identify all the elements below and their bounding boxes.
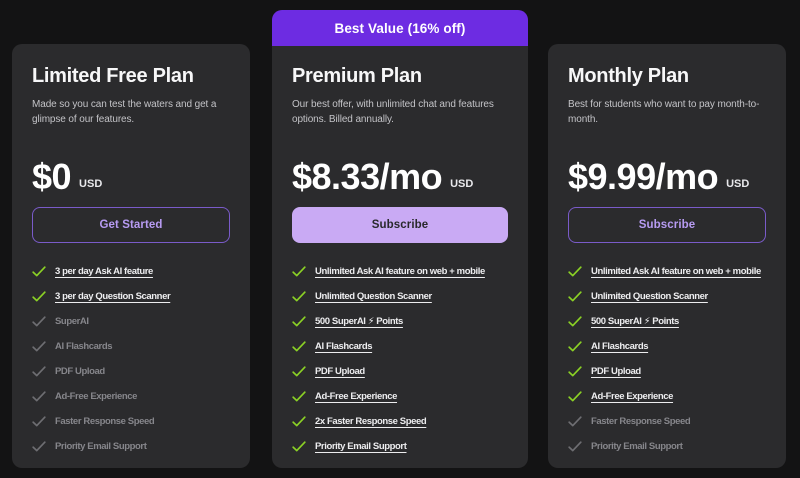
price-row: $9.99/mo USD bbox=[568, 155, 766, 195]
feature-label[interactable]: Unlimited Ask AI feature on web + mobile bbox=[315, 266, 485, 277]
price-row: $8.33/mo USD bbox=[292, 155, 508, 195]
feature-label[interactable]: AI Flashcards bbox=[591, 341, 649, 352]
feature-label[interactable]: 3 per day Ask AI feature bbox=[55, 266, 153, 277]
subscribe-button-monthly[interactable]: Subscribe bbox=[568, 207, 766, 243]
check-icon bbox=[568, 416, 582, 427]
check-icon bbox=[568, 441, 582, 452]
check-icon bbox=[32, 266, 46, 277]
check-icon bbox=[32, 341, 46, 352]
check-icon bbox=[568, 291, 582, 302]
feature-row: Unlimited Ask AI feature on web + mobile bbox=[568, 259, 766, 284]
check-icon bbox=[568, 391, 582, 402]
plan-currency: USD bbox=[79, 178, 103, 190]
feature-row: PDF Upload bbox=[32, 359, 230, 384]
check-icon bbox=[292, 416, 306, 427]
features-list: 3 per day Ask AI feature 3 per day Quest… bbox=[32, 259, 230, 459]
feature-label[interactable]: Ad-Free Experience bbox=[315, 391, 398, 402]
feature-row: Faster Response Speed bbox=[568, 409, 766, 434]
check-icon bbox=[292, 341, 306, 352]
feature-row: Faster Response Speed bbox=[32, 409, 230, 434]
feature-label: PDF Upload bbox=[55, 366, 105, 377]
check-icon bbox=[32, 291, 46, 302]
feature-label[interactable]: 3 per day Question Scanner bbox=[55, 291, 171, 302]
plan-card-free: Limited Free Plan Made so you can test t… bbox=[12, 44, 250, 468]
plan-card-monthly: Monthly Plan Best for students who want … bbox=[548, 44, 786, 468]
feature-row: Priority Email Support bbox=[32, 434, 230, 459]
plan-currency: USD bbox=[726, 178, 750, 190]
feature-row: PDF Upload bbox=[568, 359, 766, 384]
plan-price: $9.99/mo bbox=[568, 156, 719, 197]
feature-label: SuperAI bbox=[55, 316, 89, 327]
plan-currency: USD bbox=[450, 178, 474, 190]
subscribe-button-premium[interactable]: Subscribe bbox=[292, 207, 508, 243]
feature-row: SuperAI bbox=[32, 309, 230, 334]
plan-description: Our best offer, with unlimited chat and … bbox=[292, 99, 494, 125]
feature-label[interactable]: 500 SuperAI ⚡ Points bbox=[315, 316, 403, 327]
feature-label: AI Flashcards bbox=[55, 341, 113, 352]
feature-label[interactable]: Unlimited Question Scanner bbox=[591, 291, 708, 302]
best-value-badge: Best Value (16% off) bbox=[272, 10, 528, 46]
feature-label: Priority Email Support bbox=[591, 441, 683, 452]
feature-label: Faster Response Speed bbox=[591, 416, 691, 427]
check-icon bbox=[292, 266, 306, 277]
features-list: Unlimited Ask AI feature on web + mobile… bbox=[292, 259, 508, 459]
feature-row: Priority Email Support bbox=[292, 434, 508, 459]
feature-label[interactable]: PDF Upload bbox=[315, 366, 365, 377]
feature-row: 3 per day Ask AI feature bbox=[32, 259, 230, 284]
feature-label[interactable]: Priority Email Support bbox=[315, 441, 407, 452]
feature-row: 500 SuperAI ⚡ Points bbox=[568, 309, 766, 334]
features-list: Unlimited Ask AI feature on web + mobile… bbox=[568, 259, 766, 459]
plan-card-premium: Best Value (16% off) Premium Plan Our be… bbox=[272, 10, 528, 468]
feature-label[interactable]: Unlimited Ask AI feature on web + mobile bbox=[591, 266, 761, 277]
feature-row: Ad-Free Experience bbox=[292, 384, 508, 409]
plan-title: Limited Free Plan bbox=[32, 65, 194, 87]
plan-title: Monthly Plan bbox=[568, 65, 689, 87]
feature-row: 500 SuperAI ⚡ Points bbox=[292, 309, 508, 334]
plan-description: Made so you can test the waters and get … bbox=[32, 99, 217, 125]
feature-label[interactable]: Ad-Free Experience bbox=[591, 391, 674, 402]
check-icon bbox=[32, 316, 46, 327]
feature-label: Priority Email Support bbox=[55, 441, 147, 452]
price-row: $0 USD bbox=[32, 155, 230, 195]
check-icon bbox=[568, 266, 582, 277]
check-icon bbox=[292, 316, 306, 327]
check-icon bbox=[292, 391, 306, 402]
feature-label[interactable]: AI Flashcards bbox=[315, 341, 373, 352]
feature-row: Unlimited Question Scanner bbox=[292, 284, 508, 309]
feature-label: Faster Response Speed bbox=[55, 416, 155, 427]
feature-row: 2x Faster Response Speed bbox=[292, 409, 508, 434]
feature-label[interactable]: 500 SuperAI ⚡ Points bbox=[591, 316, 679, 327]
check-icon bbox=[32, 391, 46, 402]
feature-row: PDF Upload bbox=[292, 359, 508, 384]
check-icon bbox=[32, 416, 46, 427]
feature-label[interactable]: 2x Faster Response Speed bbox=[315, 416, 427, 427]
feature-row: Unlimited Ask AI feature on web + mobile bbox=[292, 259, 508, 284]
feature-row: Ad-Free Experience bbox=[568, 384, 766, 409]
check-icon bbox=[568, 341, 582, 352]
get-started-button[interactable]: Get Started bbox=[32, 207, 230, 243]
feature-label: Ad-Free Experience bbox=[55, 391, 138, 402]
check-icon bbox=[32, 441, 46, 452]
feature-label[interactable]: Unlimited Question Scanner bbox=[315, 291, 432, 302]
feature-row: Unlimited Question Scanner bbox=[568, 284, 766, 309]
check-icon bbox=[32, 366, 46, 377]
check-icon bbox=[292, 366, 306, 377]
feature-row: AI Flashcards bbox=[292, 334, 508, 359]
feature-row: AI Flashcards bbox=[568, 334, 766, 359]
feature-row: Priority Email Support bbox=[568, 434, 766, 459]
plan-title: Premium Plan bbox=[292, 65, 422, 87]
plan-price: $0 bbox=[32, 156, 72, 197]
feature-row: Ad-Free Experience bbox=[32, 384, 230, 409]
check-icon bbox=[568, 316, 582, 327]
check-icon bbox=[292, 441, 306, 452]
plan-description: Best for students who want to pay month-… bbox=[568, 99, 760, 125]
check-icon bbox=[568, 366, 582, 377]
feature-row: AI Flashcards bbox=[32, 334, 230, 359]
feature-row: 3 per day Question Scanner bbox=[32, 284, 230, 309]
plan-price: $8.33/mo bbox=[292, 156, 443, 197]
feature-label[interactable]: PDF Upload bbox=[591, 366, 641, 377]
check-icon bbox=[292, 291, 306, 302]
